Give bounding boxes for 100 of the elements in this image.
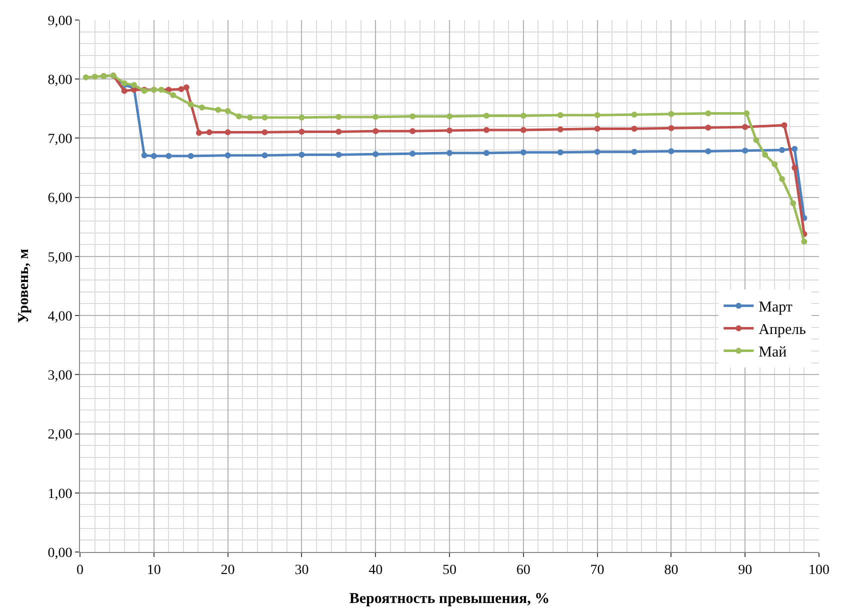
point bbox=[183, 84, 190, 90]
x-tick-label: 10 bbox=[146, 562, 161, 578]
point bbox=[668, 125, 674, 132]
y-tick-label: 0,00 bbox=[48, 546, 72, 561]
point bbox=[446, 113, 452, 120]
y-tick-label: 6,00 bbox=[48, 191, 72, 206]
y-tick-label: 2,00 bbox=[48, 428, 72, 443]
point bbox=[742, 124, 748, 130]
y-tick-label: 3,00 bbox=[48, 368, 72, 384]
point bbox=[594, 148, 600, 155]
point bbox=[744, 110, 750, 116]
x-tick-label: 0 bbox=[76, 562, 84, 578]
x-axis-title: Вероятность превышения, % bbox=[349, 590, 550, 607]
x-tick-label: 80 bbox=[664, 562, 678, 578]
point bbox=[336, 114, 342, 120]
point bbox=[150, 152, 157, 159]
point bbox=[372, 114, 379, 120]
point bbox=[742, 148, 748, 154]
point bbox=[130, 82, 137, 88]
point bbox=[215, 106, 222, 113]
point bbox=[792, 146, 798, 152]
point bbox=[772, 161, 778, 168]
point bbox=[446, 150, 452, 156]
point bbox=[446, 128, 452, 134]
point bbox=[520, 126, 526, 133]
point bbox=[410, 113, 416, 120]
point bbox=[196, 130, 202, 136]
point bbox=[224, 152, 231, 158]
point bbox=[668, 148, 674, 154]
point bbox=[705, 124, 712, 131]
point bbox=[262, 129, 268, 136]
point bbox=[298, 152, 305, 158]
point bbox=[781, 122, 788, 128]
y-tick-label: 8,00 bbox=[48, 73, 72, 88]
x-tick-label: 40 bbox=[368, 562, 383, 578]
point bbox=[705, 110, 712, 116]
point bbox=[483, 112, 490, 119]
point bbox=[82, 74, 89, 80]
point bbox=[410, 128, 416, 134]
point bbox=[121, 88, 128, 94]
point bbox=[557, 126, 564, 132]
point bbox=[520, 112, 526, 119]
point bbox=[188, 102, 194, 108]
point bbox=[188, 152, 194, 159]
point bbox=[410, 150, 416, 157]
point bbox=[336, 152, 342, 158]
y-axis-title: Уровень, м bbox=[16, 248, 32, 324]
point bbox=[336, 128, 342, 135]
point bbox=[557, 149, 564, 156]
point bbox=[198, 104, 205, 110]
point bbox=[762, 152, 768, 158]
point bbox=[779, 176, 786, 182]
point bbox=[631, 112, 638, 118]
point bbox=[298, 128, 305, 135]
point bbox=[246, 114, 253, 121]
point bbox=[141, 152, 148, 158]
x-tick-label: 60 bbox=[516, 562, 530, 578]
point bbox=[594, 126, 600, 132]
x-tick-label: 50 bbox=[442, 562, 456, 578]
point bbox=[372, 128, 379, 134]
point bbox=[372, 151, 379, 158]
point bbox=[557, 112, 564, 118]
y-tick-label: 7,00 bbox=[48, 132, 72, 148]
point bbox=[170, 92, 176, 98]
point bbox=[631, 126, 638, 132]
point bbox=[206, 129, 212, 136]
point bbox=[705, 148, 712, 154]
point bbox=[779, 147, 786, 154]
x-tick-label: 20 bbox=[220, 562, 235, 578]
point bbox=[262, 152, 268, 158]
point bbox=[790, 200, 796, 206]
y-tick-label: 4,00 bbox=[48, 309, 72, 324]
point bbox=[298, 114, 305, 121]
y-tick-label: 5,00 bbox=[48, 250, 72, 266]
point bbox=[483, 150, 490, 156]
point bbox=[166, 152, 172, 159]
point bbox=[236, 113, 242, 120]
point bbox=[158, 86, 164, 93]
point bbox=[801, 238, 808, 245]
legend-label: Май bbox=[758, 344, 787, 361]
x-tick-label: 70 bbox=[590, 562, 604, 578]
point bbox=[631, 148, 638, 155]
y-tick-label: 1,00 bbox=[48, 486, 72, 502]
point bbox=[224, 108, 231, 114]
point bbox=[668, 110, 674, 117]
point bbox=[792, 164, 798, 171]
point bbox=[262, 114, 268, 121]
x-tick-label: 30 bbox=[294, 562, 309, 578]
point bbox=[92, 74, 98, 80]
point bbox=[594, 112, 600, 118]
point bbox=[753, 137, 760, 143]
point bbox=[224, 129, 231, 136]
point bbox=[483, 126, 490, 133]
point bbox=[520, 149, 526, 156]
y-tick-label: 9,00 bbox=[48, 14, 72, 29]
x-tick-label: 100 bbox=[808, 562, 830, 578]
legend-label: Март bbox=[758, 300, 793, 316]
x-tick-label: 90 bbox=[738, 562, 752, 578]
legend-label: Апрель bbox=[758, 322, 806, 338]
point bbox=[178, 86, 184, 92]
